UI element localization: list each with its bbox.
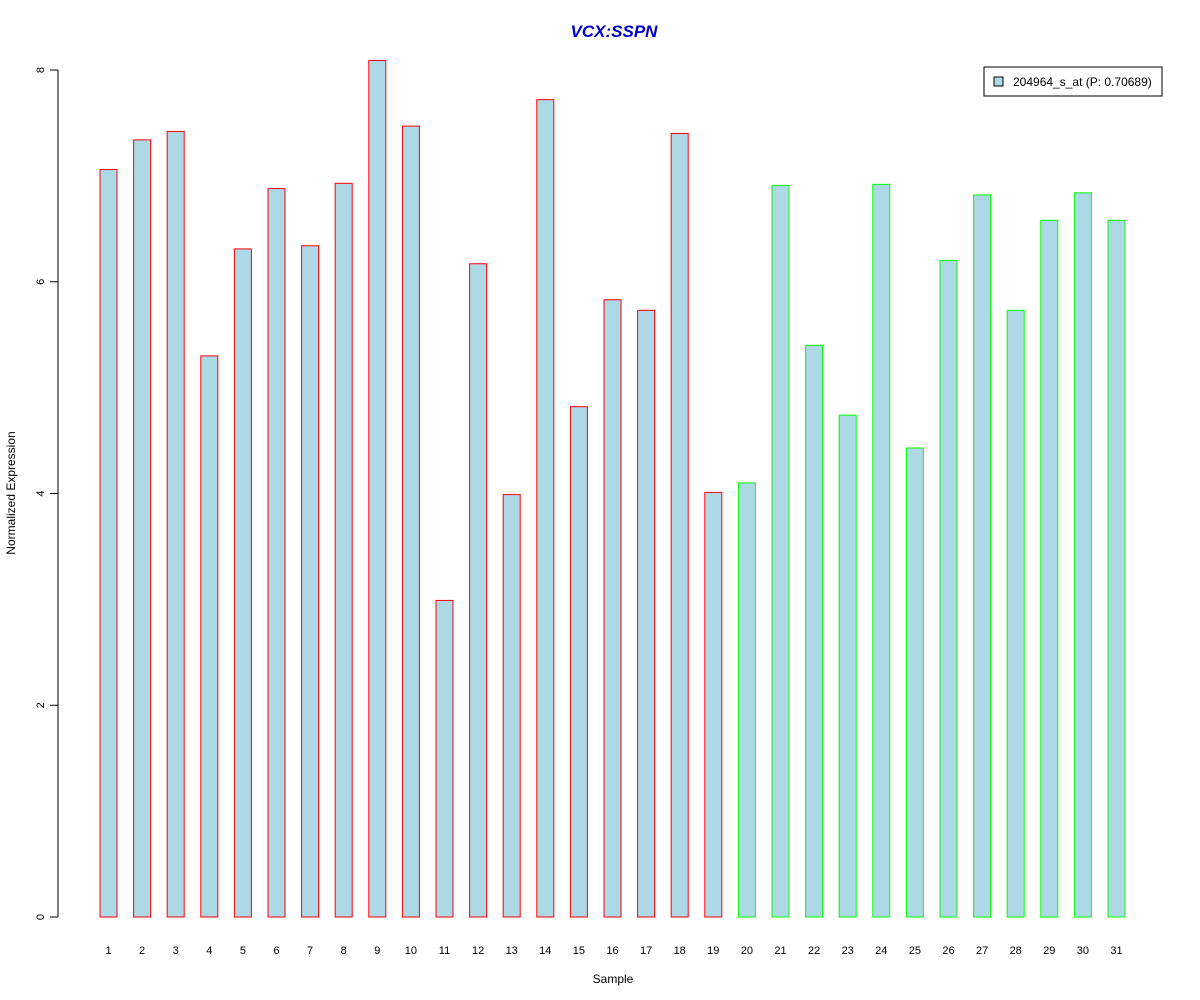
bar-sample-3 — [166, 130, 185, 918]
x-tick-label: 29 — [1043, 945, 1055, 957]
bar-sample-27 — [973, 194, 992, 918]
bar-sample-15 — [569, 406, 588, 918]
x-tick-label: 16 — [606, 945, 618, 957]
bar-sample-2 — [133, 139, 152, 918]
bar-sample-29 — [1040, 219, 1059, 918]
legend-swatch — [993, 76, 1004, 87]
y-tick-label: 6 — [35, 279, 47, 285]
x-tick-label: 19 — [707, 945, 719, 957]
x-tick-label: 13 — [506, 945, 518, 957]
bar-sample-21 — [771, 184, 790, 918]
x-tick-label: 17 — [640, 945, 652, 957]
x-tick-label: 3 — [173, 945, 179, 957]
y-tick-label: 4 — [35, 490, 47, 496]
x-tick-label: 14 — [539, 945, 551, 957]
legend-box — [983, 66, 1163, 97]
y-tick-label: 8 — [35, 67, 47, 73]
bar-sample-16 — [603, 299, 622, 918]
x-tick-labels: 1 2 3 4 5 6 7 8 9 10 11 12 13 14 15 16 17 18 19 20 21 22 23 24 2… — [105, 945, 1122, 957]
bar-sample-14 — [536, 99, 555, 918]
x-axis-label: Sample — [593, 972, 634, 986]
x-tick-label: 12 — [472, 945, 484, 957]
chart-title: VCX:SSPN — [571, 22, 659, 41]
x-tick-label: 1 — [105, 945, 111, 957]
bar-sample-5 — [233, 248, 252, 918]
x-tick-label: 9 — [374, 945, 380, 957]
bar-sample-12 — [469, 263, 488, 918]
x-tick-label: 24 — [875, 945, 887, 957]
bar-sample-9 — [368, 59, 387, 918]
bar-sample-4 — [200, 355, 219, 918]
bars — [99, 59, 1126, 918]
x-tick-label: 8 — [341, 945, 347, 957]
bar-sample-8 — [334, 182, 353, 918]
bar-sample-25 — [905, 447, 924, 918]
bar-sample-23 — [838, 414, 857, 918]
bar-sample-7 — [301, 245, 320, 918]
y-tick-label: 0 — [35, 914, 47, 920]
x-tick-label: 5 — [240, 945, 246, 957]
bar-sample-26 — [939, 260, 958, 918]
legend: 204964_s_at (P: 0.70689) — [983, 66, 1163, 97]
x-tick-label: 25 — [909, 945, 921, 957]
x-tick-label: 21 — [774, 945, 786, 957]
x-tick-label: 26 — [942, 945, 954, 957]
bar-sample-10 — [401, 125, 420, 918]
x-tick-label: 4 — [206, 945, 212, 957]
x-tick-label: 15 — [573, 945, 585, 957]
y-tick-label: 2 — [35, 702, 47, 708]
y-axis: 0 2 4 6 8 — [35, 67, 59, 920]
x-tick-label: 7 — [307, 945, 313, 957]
x-tick-label: 2 — [139, 945, 145, 957]
bar-sample-28 — [1006, 309, 1025, 918]
x-tick-label: 31 — [1110, 945, 1122, 957]
legend-label: 204964_s_at (P: 0.70689) — [1013, 75, 1152, 89]
bar-sample-19 — [704, 491, 723, 918]
x-tick-label: 23 — [842, 945, 854, 957]
y-axis-label: Normalized Expression — [4, 431, 18, 554]
bar-sample-20 — [737, 482, 756, 918]
bar-sample-11 — [435, 599, 454, 918]
x-tick-label: 18 — [674, 945, 686, 957]
x-tick-label: 20 — [741, 945, 753, 957]
bar-sample-17 — [637, 309, 656, 918]
x-tick-label: 11 — [439, 945, 450, 957]
x-tick-label: 6 — [273, 945, 279, 957]
bar-sample-18 — [670, 133, 689, 918]
x-tick-label: 22 — [808, 945, 820, 957]
bar-sample-31 — [1107, 219, 1126, 918]
bar-sample-24 — [872, 183, 891, 918]
bar-sample-6 — [267, 188, 286, 918]
bar-sample-30 — [1073, 192, 1092, 918]
x-tick-label: 28 — [1010, 945, 1022, 957]
x-tick-label: 10 — [405, 945, 417, 957]
bar-sample-13 — [502, 494, 521, 918]
bar-sample-22 — [805, 344, 824, 918]
x-tick-label: 27 — [976, 945, 988, 957]
x-tick-label: 30 — [1077, 945, 1089, 957]
bar-sample-1 — [99, 169, 118, 918]
